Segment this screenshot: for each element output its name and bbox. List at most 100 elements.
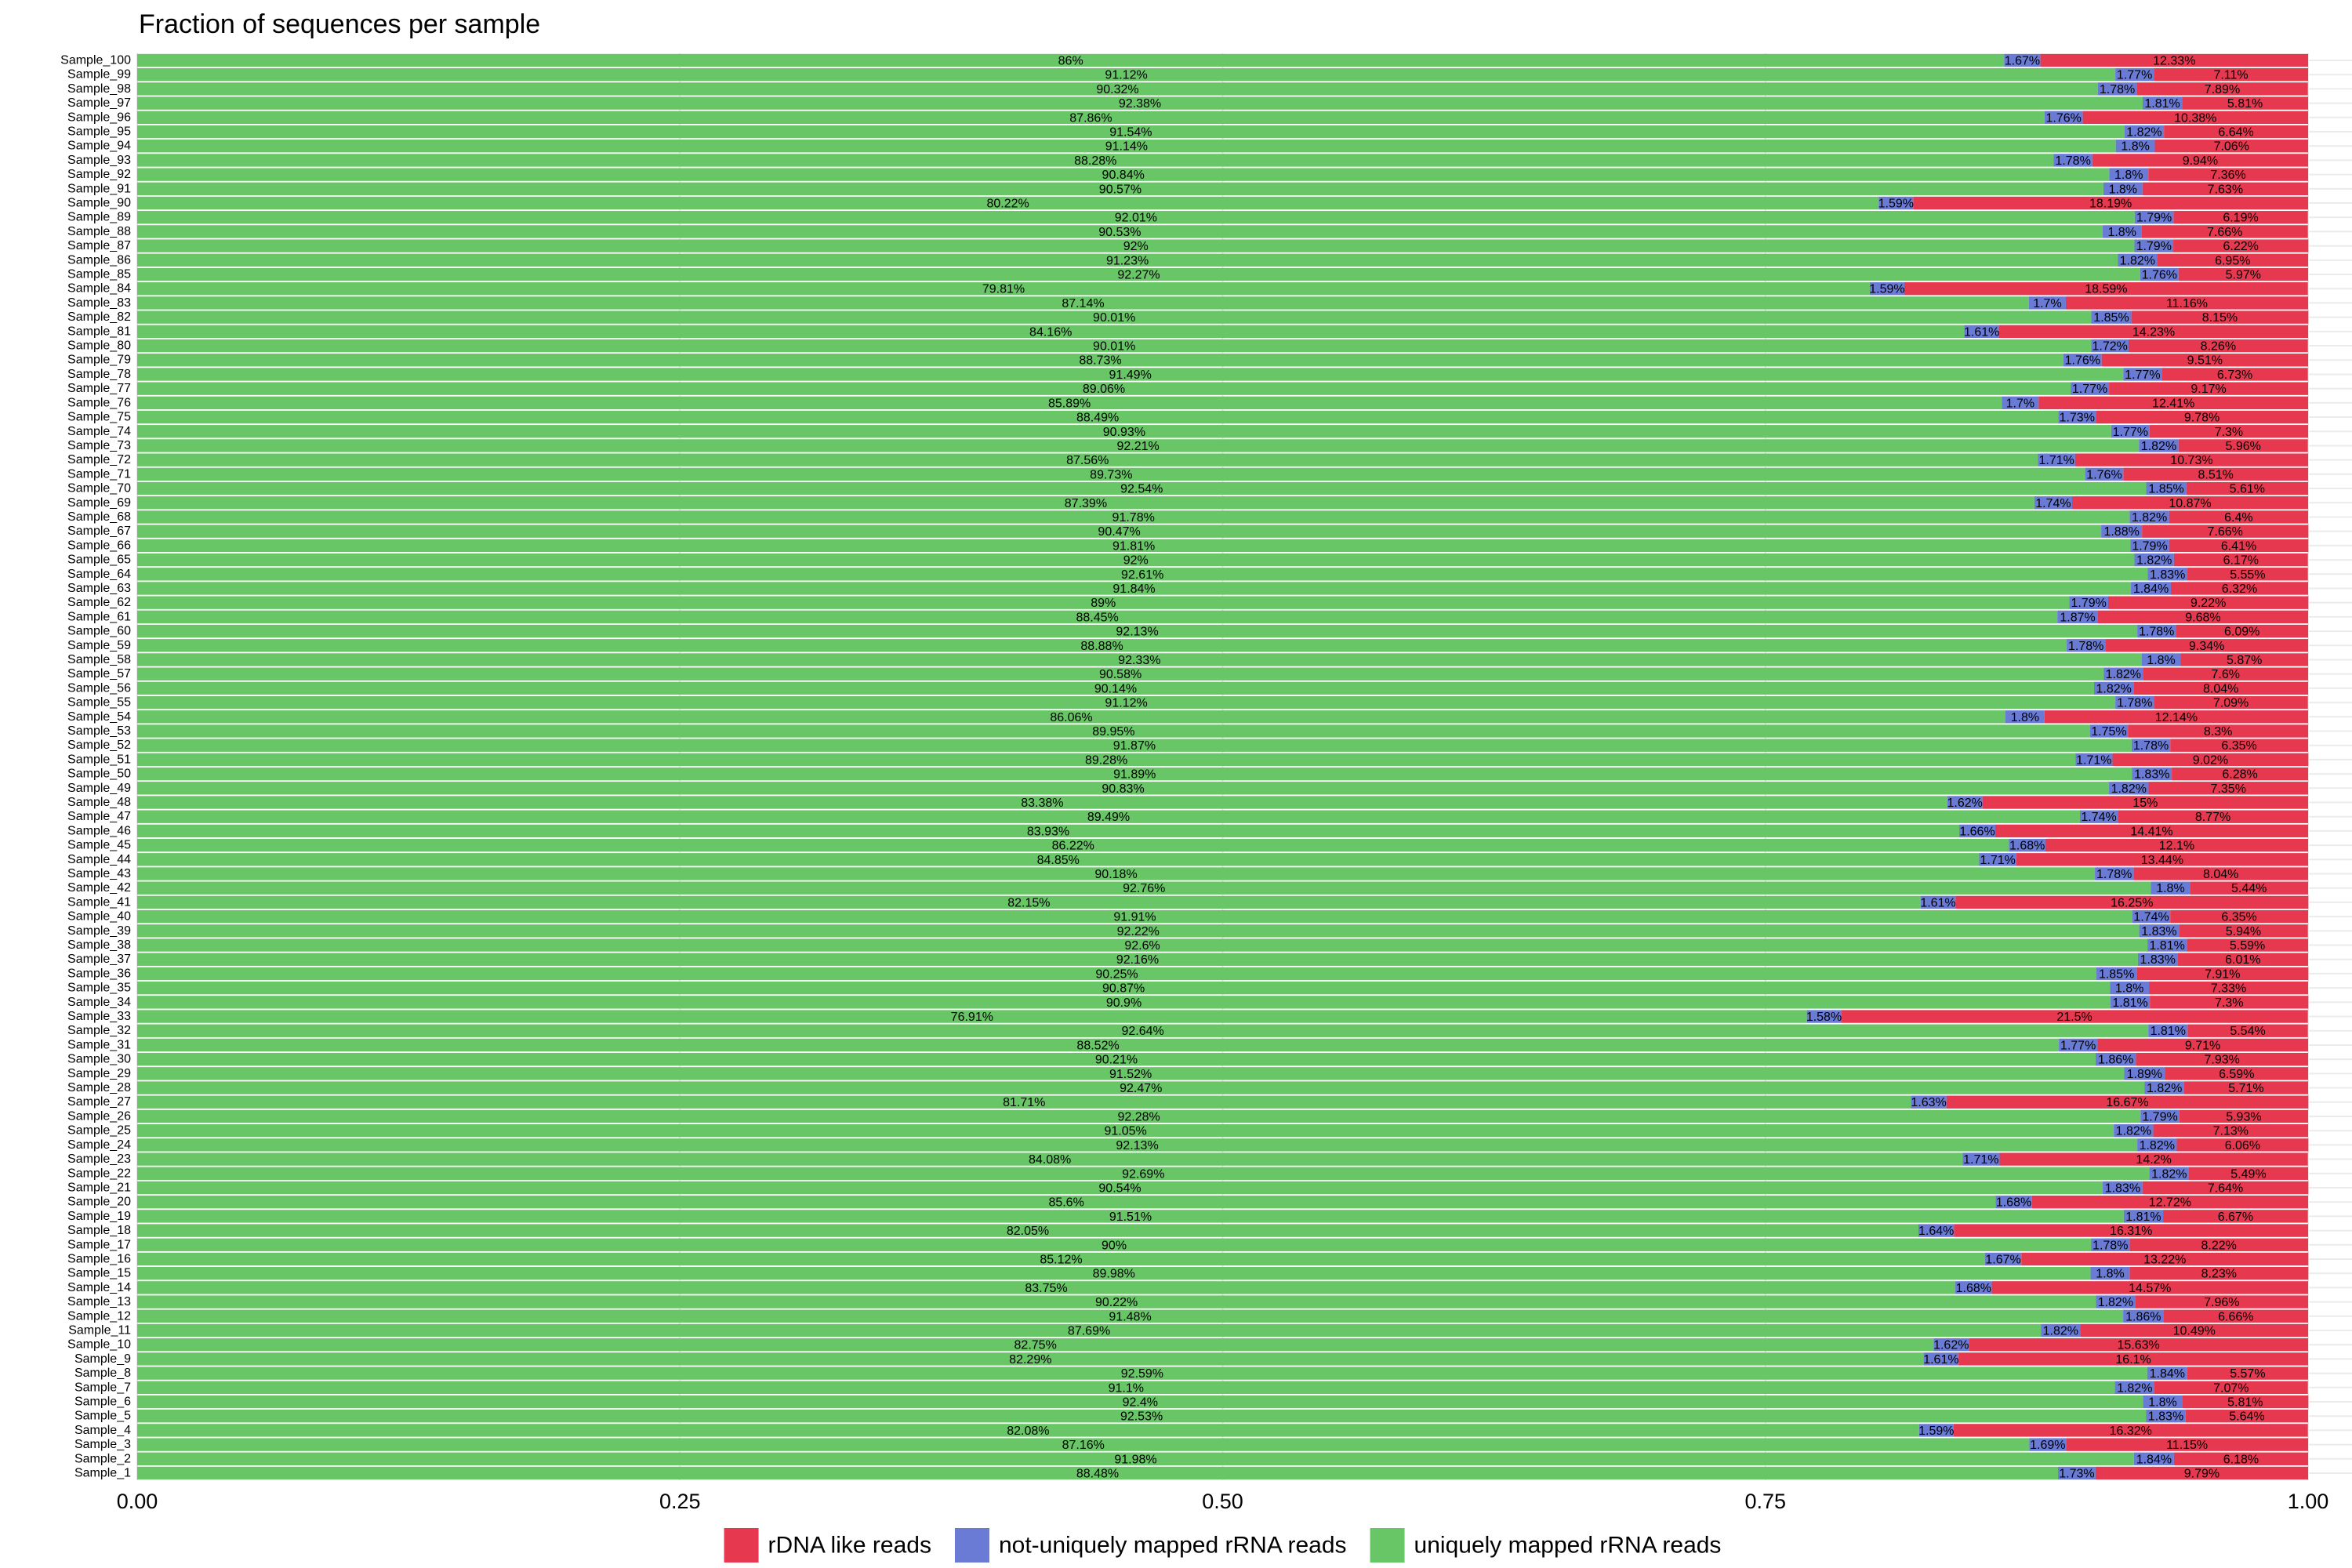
bar-segment xyxy=(137,354,2063,367)
y-tick-label: Sample_90 xyxy=(67,197,131,210)
data-label: 1.8% xyxy=(2115,982,2143,996)
bar-segment xyxy=(2172,767,2308,781)
data-label: 7.11% xyxy=(2213,69,2248,82)
bar-segment xyxy=(137,1266,2091,1280)
bar-segment xyxy=(2147,1367,2187,1380)
data-label: 5.96% xyxy=(2226,440,2261,453)
x-tick-label: 0.50 xyxy=(1202,1490,1243,1513)
bar-segment xyxy=(2002,396,2039,410)
labels-layer: 0.00 0.25 0.50 0.75 1.00 Sample_1 88.48% 1.73% 9… xyxy=(60,54,2328,1563)
y-tick-label: Sample_85 xyxy=(67,268,131,281)
bar-segment xyxy=(137,154,2054,167)
data-label: 1.78% xyxy=(2055,154,2090,168)
data-label: 84.16% xyxy=(1029,325,1072,339)
bar-segment xyxy=(1979,853,2016,866)
bar-segment xyxy=(2139,439,2179,452)
data-label: 1.81% xyxy=(2149,939,2184,953)
bar-segment xyxy=(2045,838,2308,852)
data-label: 1.67% xyxy=(2005,55,2040,68)
data-label: 90.53% xyxy=(1098,226,1141,239)
bar-segment xyxy=(2074,453,2308,466)
y-tick-label: Sample_4 xyxy=(74,1424,131,1437)
bar-segment xyxy=(2041,1323,2081,1338)
bar-segment xyxy=(2029,1438,2067,1451)
bar-segment xyxy=(137,1452,2134,1465)
bar-segment xyxy=(2044,710,2308,724)
data-label: 1.81% xyxy=(2144,97,2180,111)
data-label: 92.69% xyxy=(1122,1167,1164,1181)
bar-segment xyxy=(2091,310,2132,324)
bar-segment xyxy=(2101,524,2143,538)
bar-segment xyxy=(2031,1195,2308,1209)
data-label: 8.51% xyxy=(2198,468,2233,481)
bar-segment xyxy=(2139,924,2180,938)
data-label: 5.97% xyxy=(2226,269,2261,282)
bar-segment xyxy=(137,496,2034,510)
data-label: 9.02% xyxy=(2193,753,2228,767)
bar-segment xyxy=(1911,1095,1947,1109)
data-label: 1.79% xyxy=(2136,240,2172,253)
y-tick-label: Sample_77 xyxy=(67,382,131,395)
bar-segment xyxy=(2150,996,2309,1009)
bar-segment xyxy=(137,196,1879,210)
bar-segment xyxy=(2147,568,2188,581)
data-label: 90.9% xyxy=(1106,996,1142,1010)
data-label: 16.67% xyxy=(2106,1096,2148,1109)
bar-segment xyxy=(1959,824,1995,838)
data-label: 92.01% xyxy=(1115,212,1157,225)
data-label: 87.39% xyxy=(1065,497,1107,510)
x-tick-label: 0.25 xyxy=(659,1490,701,1513)
data-label: 9.68% xyxy=(2185,611,2220,624)
data-label: 1.8% xyxy=(2114,169,2143,182)
bar-segment xyxy=(137,568,2148,581)
bar-segment xyxy=(137,610,2058,624)
bar-segment xyxy=(2124,125,2165,139)
data-label: 1.82% xyxy=(2096,682,2131,695)
data-label: 87.14% xyxy=(1062,297,1104,310)
y-tick-label: Sample_56 xyxy=(67,681,131,695)
bar-segment xyxy=(2040,53,2308,67)
bar-segment xyxy=(137,1224,1918,1237)
data-label: 92.13% xyxy=(1116,1139,1158,1152)
y-tick-label: Sample_60 xyxy=(67,625,131,638)
y-tick-label: Sample_58 xyxy=(67,653,131,666)
bar-segment xyxy=(2044,111,2083,124)
bar-segment xyxy=(1913,196,2308,210)
bar-segment xyxy=(2115,140,2155,153)
data-label: 5.44% xyxy=(2231,882,2267,895)
bar-segment xyxy=(137,724,2090,738)
y-tick-label: Sample_66 xyxy=(67,539,131,552)
bar-segment xyxy=(2164,125,2308,139)
bar-segment xyxy=(137,1323,2042,1338)
data-label: 82.15% xyxy=(1007,896,1050,909)
bar-segment xyxy=(2097,82,2137,96)
data-label: 1.82% xyxy=(2111,782,2147,796)
data-label: 91.81% xyxy=(1112,539,1155,553)
data-label: 87.16% xyxy=(1062,1439,1105,1452)
data-label: 1.78% xyxy=(2096,868,2132,881)
data-label: 1.62% xyxy=(1947,797,1983,810)
bar-segment xyxy=(2142,524,2309,538)
bar-segment xyxy=(137,1081,2145,1094)
y-tick-label: Sample_70 xyxy=(67,482,131,495)
y-tick-label: Sample_23 xyxy=(67,1152,131,1166)
data-label: 15% xyxy=(2132,797,2158,810)
bar-segment xyxy=(1841,1010,2308,1023)
data-label: 1.78% xyxy=(2139,626,2174,639)
bar-segment xyxy=(2123,1210,2164,1223)
bar-segment xyxy=(137,125,2125,139)
y-tick-label: Sample_47 xyxy=(67,810,131,823)
data-label: 91.1% xyxy=(1109,1381,1144,1395)
bar-segment xyxy=(1995,1195,2032,1209)
bar-segment xyxy=(2092,154,2308,167)
data-label: 1.79% xyxy=(2136,212,2172,225)
data-label: 1.89% xyxy=(2127,1068,2162,1081)
y-tick-label: Sample_1 xyxy=(74,1467,131,1480)
bar-segment xyxy=(2176,1138,2309,1152)
bar-segment xyxy=(137,96,2143,110)
data-label: 1.78% xyxy=(2117,697,2152,710)
bar-segment xyxy=(2016,853,2308,866)
data-label: 88.49% xyxy=(1076,412,1119,425)
bar-segment xyxy=(2115,695,2154,710)
data-label: 1.77% xyxy=(2117,69,2152,82)
